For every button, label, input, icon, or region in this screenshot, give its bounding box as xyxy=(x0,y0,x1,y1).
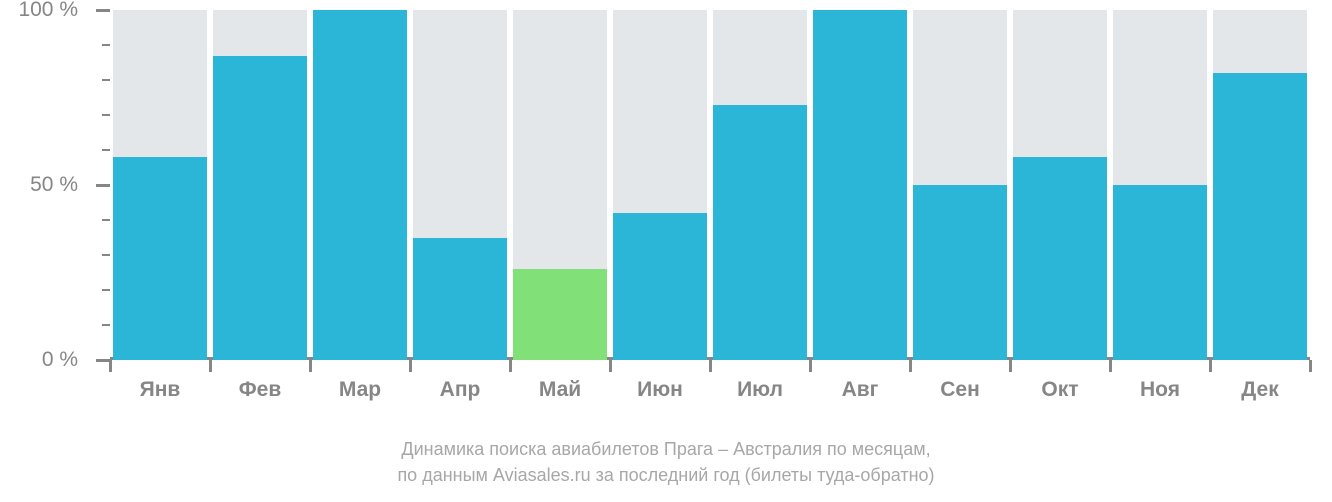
y-tick-label: 100 % xyxy=(18,0,78,22)
y-tick-mark xyxy=(96,9,110,12)
bar-slot: Июн xyxy=(610,10,710,360)
bar xyxy=(813,10,907,360)
caption-line-2: по данным Aviasales.ru за последний год … xyxy=(0,462,1332,488)
bar xyxy=(1213,73,1307,360)
x-label: Июл xyxy=(710,360,810,402)
bar xyxy=(213,56,307,361)
x-label: Фев xyxy=(210,360,310,402)
bar-slot: Фев xyxy=(210,10,310,360)
x-tick xyxy=(1309,360,1312,372)
y-tick-label: 0 % xyxy=(42,348,78,372)
bar xyxy=(713,105,807,361)
bar-slot: Апр xyxy=(410,10,510,360)
bar-slot: Сен xyxy=(910,10,1010,360)
bar xyxy=(1113,185,1207,360)
bar-slot: Ноя xyxy=(1110,10,1210,360)
bar xyxy=(613,213,707,360)
y-tick-mark xyxy=(102,324,110,326)
x-label: Июн xyxy=(610,360,710,402)
bar-slot: Май xyxy=(510,10,610,360)
y-tick-mark xyxy=(102,219,110,221)
plot-area: 0 %50 %100 %ЯнвФевМарАпрМайИюнИюлАвгСенО… xyxy=(110,10,1310,360)
x-label: Ноя xyxy=(1110,360,1210,402)
bar xyxy=(513,269,607,360)
bar xyxy=(913,185,1007,360)
y-tick-mark xyxy=(102,114,110,116)
x-label: Авг xyxy=(810,360,910,402)
x-label: Сен xyxy=(910,360,1010,402)
bar-slot: Окт xyxy=(1010,10,1110,360)
caption-line-1: Динамика поиска авиабилетов Прага – Авст… xyxy=(0,436,1332,462)
bar-slot: Мар xyxy=(310,10,410,360)
x-label: Дек xyxy=(1210,360,1310,402)
bar-slot: Янв xyxy=(110,10,210,360)
bar xyxy=(413,238,507,361)
x-label: Окт xyxy=(1010,360,1110,402)
bar xyxy=(113,157,207,360)
bar-slot: Дек xyxy=(1210,10,1310,360)
x-label: Апр xyxy=(410,360,510,402)
y-tick-mark xyxy=(102,254,110,256)
chart-caption: Динамика поиска авиабилетов Прага – Авст… xyxy=(0,436,1332,488)
bar-slot: Июл xyxy=(710,10,810,360)
bar-chart: 0 % 50 % 100 % ЯнвФевМарАпрМайИюнИюлАвгСенО… xyxy=(0,0,1332,502)
y-tick-mark xyxy=(102,44,110,46)
y-tick-mark xyxy=(102,79,110,81)
x-label: Мар xyxy=(310,360,410,402)
bar-slot: Авг xyxy=(810,10,910,360)
bar xyxy=(1013,157,1107,360)
y-tick-label: 50 % xyxy=(30,173,78,197)
y-tick-mark xyxy=(96,184,110,187)
bar xyxy=(313,10,407,360)
x-label: Май xyxy=(510,360,610,402)
y-tick-mark xyxy=(102,289,110,291)
y-tick-mark xyxy=(102,149,110,151)
x-label: Янв xyxy=(110,360,210,402)
